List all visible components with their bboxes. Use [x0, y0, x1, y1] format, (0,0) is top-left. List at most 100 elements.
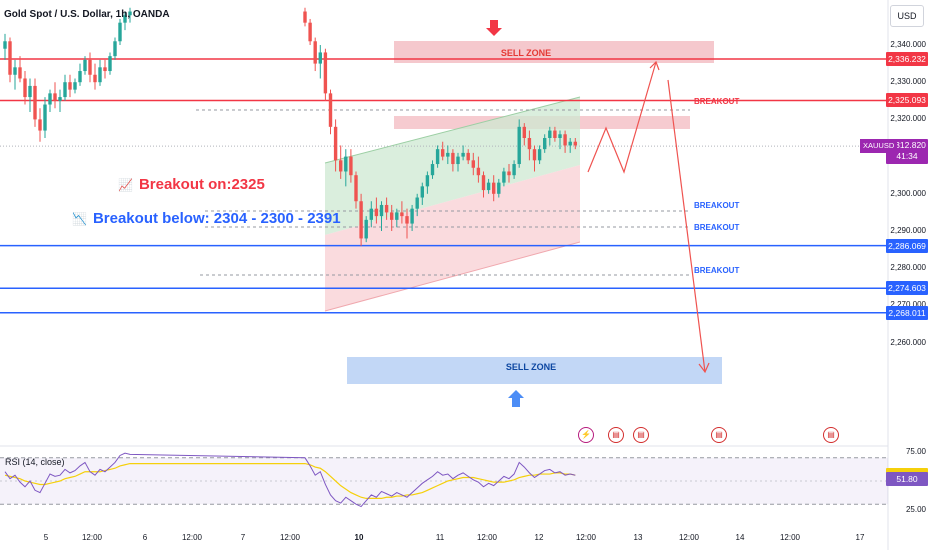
rsi-value-tag: 51.80 [886, 471, 928, 486]
time-tick-label: 6 [142, 533, 148, 542]
candle-body [33, 85, 37, 120]
candle-body [43, 104, 47, 131]
candle-body [492, 182, 496, 194]
candle-body [568, 141, 572, 146]
candle-body [318, 52, 322, 64]
candle-body [410, 208, 414, 224]
candle-body [395, 212, 399, 220]
candle-body [420, 186, 424, 198]
chart-up-icon: 📈 [118, 177, 133, 192]
candle-body [58, 97, 62, 101]
candle-body [415, 197, 419, 209]
candle-body [38, 119, 42, 131]
candle-body [573, 141, 577, 146]
price-level-tag: 2,274.603 [886, 281, 928, 296]
candle-body [451, 152, 455, 165]
sell-zone-top-box [394, 41, 714, 63]
candle-body [53, 93, 57, 101]
candle-body [68, 82, 72, 90]
price-tick-label: 2,270.000 [890, 300, 926, 310]
candle-body [108, 56, 112, 72]
breakout-tag: BREAKOUT [694, 223, 740, 232]
projection-up-arrowhead [649, 60, 660, 71]
us-flag-icon: ▤ [608, 427, 624, 443]
candle-body [558, 134, 562, 138]
down-arrow-marker [486, 20, 502, 36]
breakout-below-text: Breakout below: 2304 - 2300 - 2391 [92, 210, 341, 227]
candle-body [369, 208, 373, 220]
price-level-tag: 2,336.232 [886, 52, 928, 67]
channel-lower-line [324, 241, 581, 312]
time-tick-label: 17 [855, 533, 865, 542]
candle-body [456, 156, 460, 165]
candle-body [8, 41, 12, 75]
candle-body [532, 149, 537, 161]
candle-body [553, 130, 557, 138]
symbol-tag: XAUUSD [860, 139, 898, 154]
us-flag-icon: ▤ [633, 427, 649, 443]
chart-down-icon: 📉 [72, 211, 87, 226]
rsi-tick-label: 75.00 [905, 447, 926, 456]
time-tick-label: 12 [534, 533, 544, 542]
currency-button[interactable]: USD [890, 5, 924, 27]
candle-body [73, 82, 77, 90]
candle-body [48, 93, 52, 105]
breakout-below-note: 📉 Breakout below: 2304 - 2300 - 2391 [72, 210, 341, 227]
candle-body [364, 219, 368, 239]
breakout-on-text: Breakout on:2325 [138, 176, 265, 193]
candle-body [88, 59, 92, 75]
candle-body [313, 41, 317, 64]
rsi-ma-line [4, 463, 576, 499]
candle-body [384, 204, 389, 213]
us-flag-icon: ▤ [711, 427, 727, 443]
time-tick-label: 12:00 [678, 533, 700, 542]
price-tick-label: 2,300.000 [890, 188, 926, 198]
time-tick-label: 5 [43, 533, 49, 542]
candle-body [344, 156, 348, 172]
candle-body [83, 59, 87, 72]
candle-body [333, 126, 338, 161]
candle-body [339, 160, 343, 172]
candle-body [522, 126, 526, 138]
candle-body [441, 149, 445, 157]
price-level-tag: 2,325.093 [886, 93, 928, 108]
candle-body [323, 52, 328, 94]
breakout-tag: BREAKOUT [694, 266, 740, 275]
candle-body [374, 208, 379, 217]
candle-body [527, 138, 532, 150]
rsi-indicator-label[interactable]: RSI (14, close) [5, 457, 65, 467]
projection-up-path [587, 61, 657, 174]
candle-body [537, 149, 542, 161]
candle-body [512, 164, 516, 176]
time-tick-label: 12:00 [575, 533, 597, 542]
price-tick-label: 2,290.000 [890, 226, 926, 235]
candle-body [13, 67, 17, 75]
candle-body [390, 212, 394, 220]
candle-body [23, 78, 27, 98]
time-tick-label: 12:00 [181, 533, 203, 542]
channel-upper-line [324, 96, 581, 164]
up-arrow-marker [508, 390, 524, 407]
sell-zone-top-label: SELL ZONE [500, 48, 552, 58]
candle-body [113, 41, 117, 57]
candle-body [543, 138, 547, 150]
time-tick-label: 12:00 [476, 533, 498, 542]
candle-body [435, 149, 440, 165]
candle-body [328, 93, 333, 127]
candle-body [405, 216, 409, 224]
time-tick-label: 12:00 [779, 533, 801, 542]
candle-body [425, 175, 430, 187]
price-level-tag: 2,268.011 [886, 305, 928, 320]
candle-body [128, 11, 132, 16]
candle-body [548, 130, 552, 138]
candle-body [430, 164, 435, 176]
candle-body [400, 212, 404, 217]
time-tick-label: 13 [633, 533, 643, 542]
candle-body [379, 204, 384, 217]
candle-body [349, 156, 353, 176]
rsi-tick-label: 25.00 [905, 505, 926, 514]
candle-body [471, 160, 475, 168]
candle-body [563, 134, 567, 146]
candle-body [3, 41, 7, 49]
